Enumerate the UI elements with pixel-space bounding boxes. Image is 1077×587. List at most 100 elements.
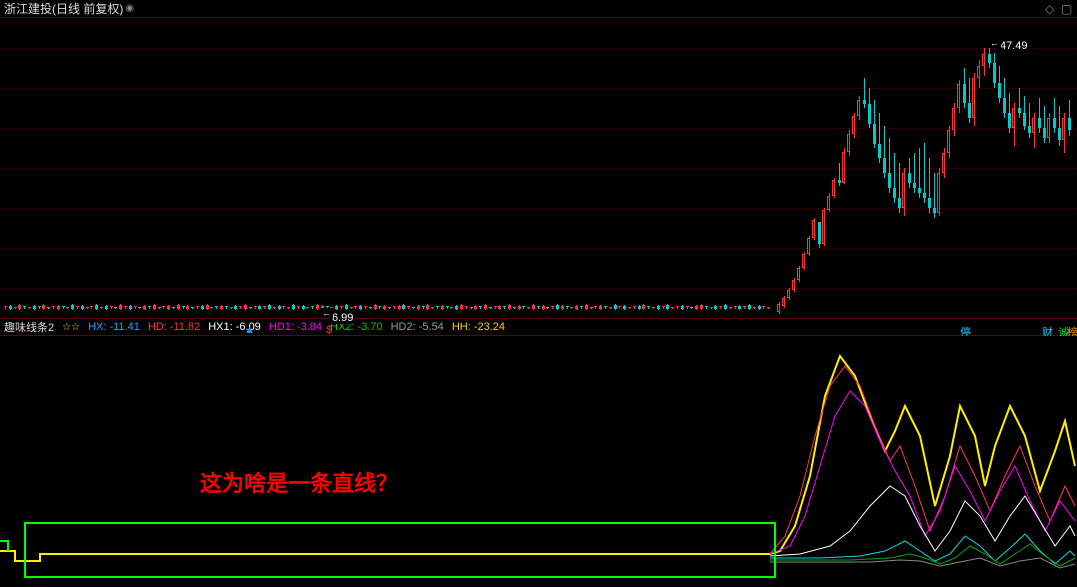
candle: [700, 304, 703, 310]
indicator-value: HD: -11.82: [148, 321, 200, 333]
candle: [479, 306, 482, 309]
candle: [928, 158, 931, 213]
candle: [316, 304, 319, 310]
candle: [609, 307, 612, 309]
dropdown-icon[interactable]: ◉: [125, 3, 134, 14]
candle: [647, 306, 650, 309]
candle: [1033, 113, 1036, 148]
candle: [993, 53, 996, 88]
price-low-label: 6.99: [330, 312, 355, 324]
candle: [508, 304, 511, 310]
candle: [105, 305, 108, 310]
candle: [633, 306, 636, 309]
candle: [143, 305, 146, 310]
candle: [258, 305, 261, 310]
gridline: [0, 288, 1077, 289]
window-controls: ◇ ▢: [1045, 2, 1073, 14]
candle: [813, 218, 816, 240]
candle: [1043, 106, 1046, 143]
candle: [978, 60, 981, 88]
candle: [743, 306, 746, 309]
candle: [28, 307, 31, 309]
candle: [686, 306, 689, 309]
candle: [369, 307, 372, 309]
candle: [808, 236, 811, 256]
main-candlestick-chart[interactable]: 47.496.99←←▲$停财诚榜: [0, 18, 1077, 318]
square-icon[interactable]: ▢: [1061, 2, 1073, 14]
candle: [923, 143, 926, 203]
candle: [719, 306, 722, 309]
candle: [138, 307, 141, 309]
candle: [268, 304, 271, 310]
candle: [249, 307, 252, 309]
candle: [566, 306, 569, 309]
candle: [42, 304, 45, 310]
candle: [863, 78, 866, 108]
candle: [234, 305, 237, 310]
candle: [359, 305, 362, 310]
candle: [273, 307, 276, 309]
candle: [918, 148, 921, 198]
candle: [402, 304, 405, 310]
candle: [134, 306, 137, 309]
candle: [695, 305, 698, 310]
candle: [1068, 100, 1071, 136]
candle: [38, 306, 41, 309]
indicator-line: [770, 486, 1075, 556]
candle: [729, 307, 732, 309]
candle: [489, 307, 492, 309]
candle: [23, 306, 26, 309]
indicator-line-chart[interactable]: 这为啥是一条直线？: [0, 336, 1077, 587]
candle: [690, 307, 693, 309]
candle: [590, 307, 593, 309]
gridline: [0, 48, 1077, 49]
candle: [182, 306, 185, 309]
candle: [628, 307, 631, 309]
candle: [350, 307, 353, 309]
candle: [705, 306, 708, 309]
candle: [86, 307, 89, 309]
candle: [335, 305, 338, 310]
candle: [33, 305, 36, 310]
candle: [1053, 98, 1056, 133]
candle: [527, 307, 530, 309]
candle: [345, 304, 348, 310]
chart-marker: $: [326, 324, 332, 336]
candle: [963, 68, 966, 108]
candle: [1023, 96, 1026, 130]
candle: [62, 306, 65, 309]
candle: [412, 307, 415, 309]
candle: [446, 306, 449, 309]
candle: [81, 305, 84, 310]
candle: [1008, 93, 1011, 133]
indicator-value: HX: -11.41: [88, 321, 140, 333]
indicator-line: [770, 366, 1075, 554]
candle: [642, 304, 645, 310]
candle: [282, 306, 285, 309]
chart-header: 浙江建投(日线 前复权) ◉ ◇ ▢: [0, 0, 1077, 18]
candle: [455, 305, 458, 310]
candle: [210, 307, 213, 309]
candle: [254, 306, 257, 309]
indicator-value: HD1: -3.84: [269, 321, 322, 333]
candle: [883, 126, 886, 178]
candle: [758, 305, 761, 310]
candle: [52, 306, 55, 309]
candle: [302, 305, 305, 310]
candle: [873, 100, 876, 148]
stock-title: 浙江建投(日线 前复权): [4, 0, 123, 17]
candle: [422, 306, 425, 309]
candle: [239, 306, 242, 309]
candle: [426, 304, 429, 310]
candle: [933, 173, 936, 218]
candle: [383, 305, 386, 310]
candle: [162, 306, 165, 309]
candle: [18, 304, 21, 310]
candle: [666, 304, 669, 310]
candle: [465, 306, 468, 309]
candle: [110, 306, 113, 309]
candle: [9, 305, 12, 310]
candle: [1018, 88, 1021, 118]
diamond-icon[interactable]: ◇: [1045, 2, 1057, 14]
candle: [878, 113, 881, 163]
